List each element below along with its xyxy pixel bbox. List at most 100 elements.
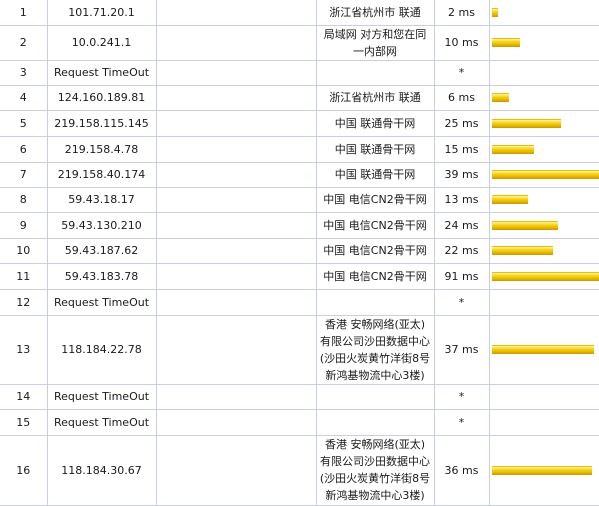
location: 香港 安畅网络(亚太)有限公司沙田数据中心(沙田火炭黄竹洋街8号新鸿基物流中心3…: [316, 315, 434, 384]
latency-bar-cell: [489, 25, 599, 60]
ip-address: 59.43.130.210: [47, 212, 156, 238]
response-time: 36 ms: [434, 435, 489, 505]
hostname: [156, 263, 316, 289]
location: 中国 电信CN2骨干网: [316, 238, 434, 263]
latency-bar-cell: [489, 136, 599, 162]
ip-address: 219.158.4.78: [47, 136, 156, 162]
hop-number: 4: [0, 85, 47, 110]
latency-bar-cell: [489, 110, 599, 136]
ip-address: 59.43.18.17: [47, 187, 156, 212]
latency-bar-cell: [489, 85, 599, 110]
latency-bar-cell: [489, 315, 599, 384]
ip-address: 124.160.189.81: [47, 85, 156, 110]
hop-number: 10: [0, 238, 47, 263]
hostname: [156, 0, 316, 25]
latency-bar-cell: [489, 212, 599, 238]
hostname: [156, 110, 316, 136]
location: 中国 联通骨干网: [316, 110, 434, 136]
hostname: [156, 85, 316, 110]
latency-bar-cell: [489, 60, 599, 85]
ip-address: 219.158.115.145: [47, 110, 156, 136]
response-time: *: [434, 409, 489, 435]
location: 中国 电信CN2骨干网: [316, 212, 434, 238]
latency-bar: [492, 272, 599, 281]
hop-number: 6: [0, 136, 47, 162]
hop-number: 3: [0, 60, 47, 85]
latency-bar: [492, 145, 534, 154]
hop-number: 1: [0, 0, 47, 25]
latency-bar-cell: [489, 384, 599, 409]
ip-address: Request TimeOut: [47, 289, 156, 315]
ip-address: Request TimeOut: [47, 384, 156, 409]
location: [316, 384, 434, 409]
latency-bar: [492, 119, 561, 128]
latency-bar-cell: [489, 409, 599, 435]
hop-number: 14: [0, 384, 47, 409]
ip-address: Request TimeOut: [47, 60, 156, 85]
latency-bar-cell: [489, 238, 599, 263]
hostname: [156, 60, 316, 85]
response-time: 15 ms: [434, 136, 489, 162]
hostname: [156, 384, 316, 409]
hop-number: 13: [0, 315, 47, 384]
hostname: [156, 187, 316, 212]
hostname: [156, 238, 316, 263]
location: 浙江省杭州市 联通: [316, 0, 434, 25]
latency-bar: [492, 221, 558, 230]
hostname: [156, 435, 316, 505]
ip-address: 101.71.20.1: [47, 0, 156, 25]
location: 中国 电信CN2骨干网: [316, 263, 434, 289]
ip-address: 118.184.30.67: [47, 435, 156, 505]
response-time: 39 ms: [434, 162, 489, 187]
latency-bar-cell: [489, 263, 599, 289]
location: 中国 联通骨干网: [316, 136, 434, 162]
response-time: 10 ms: [434, 25, 489, 60]
hop-number: 12: [0, 289, 47, 315]
hop-number: 5: [0, 110, 47, 136]
location: 中国 电信CN2骨干网: [316, 187, 434, 212]
location: 局域网 对方和您在同一内部网: [316, 25, 434, 60]
location: [316, 409, 434, 435]
latency-bar: [492, 195, 528, 204]
response-time: 91 ms: [434, 263, 489, 289]
hop-number: 15: [0, 409, 47, 435]
response-time: *: [434, 289, 489, 315]
response-time: *: [434, 384, 489, 409]
latency-bar: [492, 170, 599, 179]
latency-bar-cell: [489, 289, 599, 315]
location: 浙江省杭州市 联通: [316, 85, 434, 110]
response-time: 2 ms: [434, 0, 489, 25]
hostname: [156, 25, 316, 60]
location: 中国 联通骨干网: [316, 162, 434, 187]
response-time: 13 ms: [434, 187, 489, 212]
hostname: [156, 289, 316, 315]
hop-number: 9: [0, 212, 47, 238]
latency-bar-cell: [489, 162, 599, 187]
hop-number: 2: [0, 25, 47, 60]
hostname: [156, 315, 316, 384]
latency-bar-cell: [489, 435, 599, 505]
response-time: *: [434, 60, 489, 85]
latency-bar-cell: [489, 187, 599, 212]
latency-bar: [492, 8, 498, 17]
location: [316, 60, 434, 85]
latency-bar: [492, 93, 509, 102]
hostname: [156, 162, 316, 187]
